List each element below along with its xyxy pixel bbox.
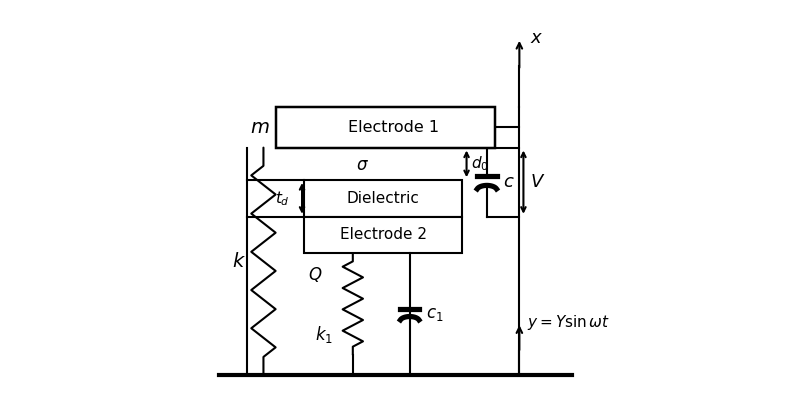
Text: $c_1$: $c_1$ bbox=[425, 305, 443, 323]
Text: $t_d$: $t_d$ bbox=[275, 189, 290, 208]
Text: $c$: $c$ bbox=[503, 173, 515, 191]
Bar bbox=[276, 107, 495, 148]
Text: $m$: $m$ bbox=[250, 118, 270, 137]
Bar bbox=[304, 180, 463, 217]
Text: Electrode 1: Electrode 1 bbox=[348, 120, 439, 135]
Text: $x$: $x$ bbox=[529, 29, 543, 47]
Text: $V$: $V$ bbox=[529, 173, 545, 191]
Bar bbox=[304, 217, 463, 253]
Text: Electrode 2: Electrode 2 bbox=[339, 227, 427, 243]
Text: $k_1$: $k_1$ bbox=[315, 324, 332, 345]
Text: $k$: $k$ bbox=[232, 252, 246, 271]
Text: Dielectric: Dielectric bbox=[347, 191, 420, 206]
Text: $y=Y\sin\omega t$: $y=Y\sin\omega t$ bbox=[528, 313, 611, 332]
Text: $d_0$: $d_0$ bbox=[471, 155, 489, 173]
Text: $\sigma$: $\sigma$ bbox=[356, 156, 370, 174]
Text: $Q$: $Q$ bbox=[308, 265, 323, 284]
